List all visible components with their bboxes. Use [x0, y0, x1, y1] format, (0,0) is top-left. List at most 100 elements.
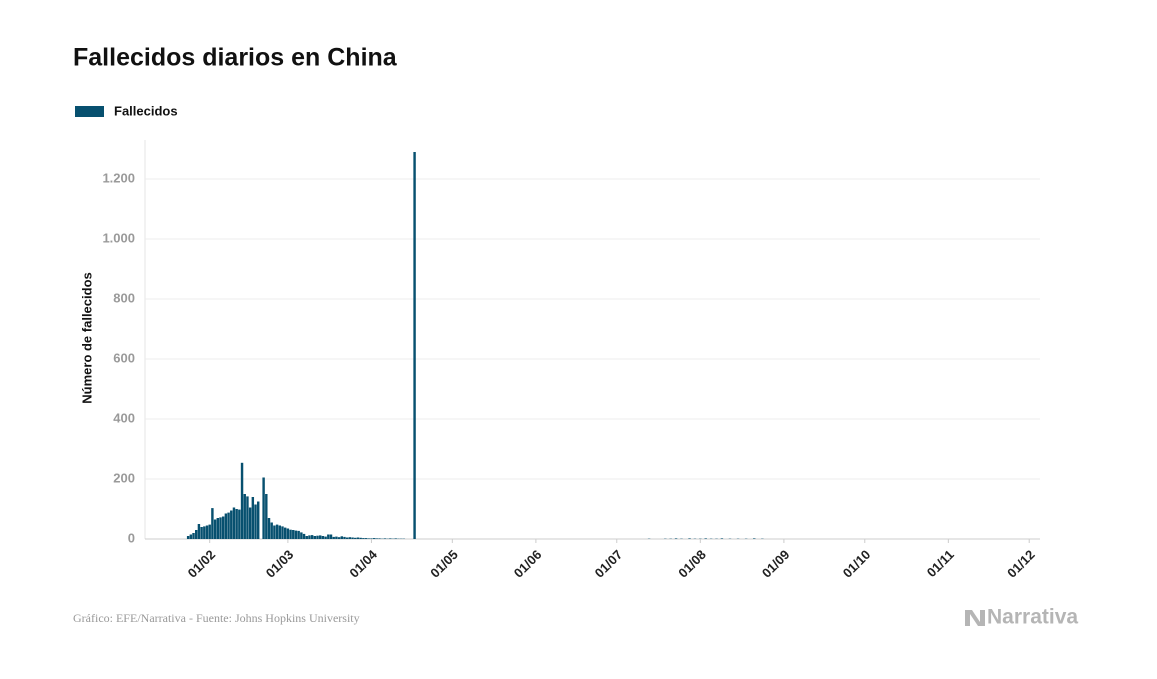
x-tick-label: 01/07 [592, 547, 626, 581]
bar [225, 514, 227, 540]
y-tick-label: 800 [113, 290, 135, 305]
bar [233, 508, 235, 540]
bar [217, 518, 219, 539]
bar [308, 535, 310, 539]
bar [230, 511, 232, 540]
bar [270, 523, 272, 540]
bar [192, 533, 194, 539]
bar [190, 535, 192, 540]
bar [227, 513, 229, 539]
bar [214, 520, 216, 540]
bar [268, 518, 270, 539]
bar [338, 537, 340, 539]
y-tick-label: 1.000 [102, 230, 135, 245]
legend-swatch [75, 106, 104, 117]
bar [276, 525, 278, 539]
bar [346, 538, 348, 540]
bar [235, 509, 237, 539]
bar [281, 526, 283, 539]
bar [300, 532, 302, 539]
bar [295, 531, 297, 539]
bar [287, 529, 289, 540]
y-tick-label: 600 [113, 350, 135, 365]
bar [246, 496, 248, 539]
bar [343, 537, 345, 539]
bar [753, 538, 755, 539]
bar [359, 538, 361, 539]
bar [238, 510, 240, 539]
bar [319, 535, 321, 539]
bar [351, 538, 353, 540]
x-tick-label: 01/12 [1004, 547, 1038, 581]
source-note: Gráfico: EFE/Narrativa - Fuente: Johns H… [73, 611, 360, 625]
bar [384, 538, 386, 539]
bar [365, 538, 367, 539]
bar [262, 478, 264, 540]
bar [297, 531, 299, 539]
bar [349, 537, 351, 539]
bar [335, 537, 337, 539]
bar [200, 527, 202, 539]
bar [289, 530, 291, 539]
y-tick-label: 1.200 [102, 170, 135, 185]
bar [327, 535, 329, 540]
bar [265, 494, 267, 539]
bar [252, 497, 254, 539]
bar [187, 536, 189, 539]
bar [362, 538, 364, 539]
bar [354, 538, 356, 539]
bar [306, 536, 308, 539]
bar [368, 538, 370, 539]
bar [219, 517, 221, 539]
bar [249, 508, 251, 540]
y-tick-label: 200 [113, 470, 135, 485]
x-tick-label: 01/05 [427, 547, 461, 581]
bar [206, 526, 208, 540]
bar [273, 526, 275, 540]
bar [257, 502, 259, 540]
logo-mark [965, 610, 985, 626]
bar [284, 528, 286, 539]
bar [378, 538, 380, 539]
x-tick-label: 01/09 [759, 547, 793, 581]
bar [322, 536, 324, 539]
y-axis-label: Número de fallecidos [79, 272, 94, 403]
bar [413, 152, 415, 539]
bar [376, 538, 378, 539]
bar [394, 538, 396, 539]
x-tick-label: 01/02 [185, 547, 219, 581]
y-tick-label: 400 [113, 410, 135, 425]
bar [389, 538, 391, 539]
bar [373, 538, 375, 539]
bar [244, 494, 246, 539]
bar [357, 538, 359, 540]
bar [314, 536, 316, 539]
bar [303, 534, 305, 539]
bar [316, 536, 318, 539]
logo-text: Narrativa [987, 606, 1078, 629]
x-tick-label: 01/06 [511, 547, 545, 581]
bar [705, 538, 707, 539]
bar [688, 538, 690, 539]
bar [211, 508, 213, 539]
x-tick-label: 01/10 [840, 547, 874, 581]
bar [721, 538, 723, 539]
bar [675, 538, 677, 539]
bar [330, 535, 332, 540]
bar [341, 536, 343, 539]
bar [198, 524, 200, 539]
legend-label: Fallecidos [114, 103, 178, 118]
y-tick-label: 0 [128, 530, 135, 545]
x-tick-label: 01/11 [924, 547, 957, 580]
x-tick-label: 01/03 [263, 547, 297, 581]
bar [292, 530, 294, 539]
x-tick-label: 01/08 [675, 547, 709, 581]
bar [203, 526, 205, 539]
bar [222, 517, 224, 540]
bar [324, 537, 326, 539]
chart-title: Fallecidos diarios en China [73, 44, 398, 72]
bar [254, 505, 256, 540]
bar [208, 525, 210, 539]
